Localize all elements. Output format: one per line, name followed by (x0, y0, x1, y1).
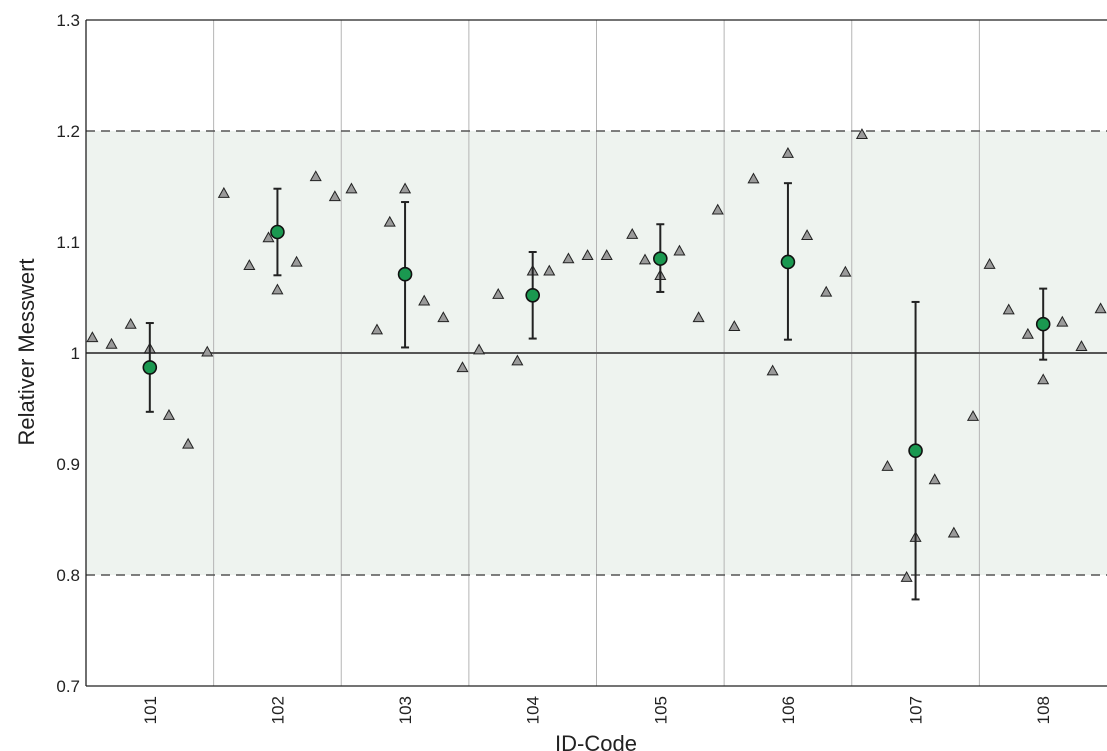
x-tick-label: 106 (779, 696, 798, 724)
triangle-marker (182, 437, 195, 449)
triangle-marker (881, 459, 894, 471)
triangle-marker (345, 182, 358, 194)
triangle-marker (581, 249, 594, 260)
x-tick-label: 105 (651, 696, 670, 724)
triangle-marker (1037, 373, 1050, 385)
y-axis-title: Relativer Messwert (14, 258, 39, 445)
triangle-marker (1056, 315, 1069, 327)
triangle-marker (1002, 303, 1015, 315)
y-tick-label: 1 (71, 344, 80, 363)
y-tick-label: 0.8 (56, 566, 80, 585)
y-tick-label: 1.1 (56, 233, 80, 252)
triangle-marker (839, 265, 852, 277)
mean-marker (142, 360, 158, 375)
x-tick-label: 104 (524, 696, 543, 724)
triangle-marker (983, 257, 996, 269)
y-tick-label: 0.7 (56, 677, 80, 696)
triangle-marker (290, 255, 303, 267)
triangle-marker (747, 172, 760, 184)
y-tick-label: 1.2 (56, 122, 80, 141)
triangle-marker (201, 345, 214, 357)
mean-marker (397, 266, 413, 282)
x-tick-label: 101 (141, 696, 160, 724)
triangle-marker (86, 331, 99, 343)
x-tick-label: 103 (396, 696, 415, 724)
triangle-marker (162, 408, 176, 420)
triangle-marker (370, 323, 384, 335)
mean-marker-layer (142, 224, 1051, 458)
mean-marker (270, 224, 285, 240)
x-tick-label: 107 (907, 696, 926, 724)
reference-lines-layer (86, 130, 1107, 576)
triangle-marker (626, 228, 639, 239)
triangle-marker (328, 190, 341, 202)
mean-marker (908, 443, 923, 458)
triangle-marker (437, 311, 450, 323)
mean-marker (525, 287, 540, 303)
triangle-marker (781, 146, 794, 158)
mean-marker (653, 251, 668, 266)
triangle-marker (766, 364, 779, 376)
y-tick-labels: 0.7 0.8 0.9 1 1.1 1.2 1.3 (56, 11, 80, 696)
triangle-marker (947, 526, 960, 538)
y-tick-label: 1.3 (56, 11, 80, 30)
triangle-marker (124, 317, 137, 329)
triangle-marker (243, 259, 256, 270)
triangle-marker (600, 249, 613, 260)
triangle-marker (309, 170, 322, 182)
triangle-marker (105, 337, 118, 349)
triangle-marker (562, 252, 575, 264)
triangle-marker (900, 570, 913, 582)
triangle-marker (820, 285, 833, 297)
x-tick-label: 102 (268, 696, 287, 724)
triangle-marker (692, 311, 705, 323)
triangle-marker (728, 320, 741, 332)
triangle-marker (399, 182, 412, 194)
triangle-marker (473, 343, 486, 355)
triangle-marker (673, 244, 686, 256)
triangle-marker (1075, 340, 1088, 351)
triangle-marker (271, 283, 284, 295)
plot-frame-layer (85, 19, 1107, 687)
triangle-marker (966, 410, 980, 421)
triangle-marker (1021, 327, 1034, 339)
mean-marker (780, 254, 796, 270)
triangle-marker (456, 361, 469, 373)
x-tick-label: 108 (1034, 696, 1053, 724)
y-tick-label: 0.9 (56, 455, 80, 474)
triangle-marker (543, 264, 556, 276)
triangle-marker (262, 231, 275, 243)
x-axis-title: ID-Code (555, 731, 637, 751)
triangle-marker (383, 215, 396, 227)
triangle-marker (711, 203, 724, 215)
triangle-marker (801, 229, 814, 240)
triangle-marker (492, 287, 505, 299)
triangle-marker (217, 186, 230, 198)
triangle-marker (638, 253, 652, 265)
triangle-marker (1094, 302, 1107, 314)
triangle-marker (511, 354, 524, 366)
mean-marker (1035, 316, 1051, 332)
triangle-marker (855, 128, 869, 139)
x-tick-labels: 101 102 103 104 105 106 107 108 (141, 696, 1053, 724)
triangle-marker (418, 294, 431, 306)
triangle-marker (928, 473, 941, 485)
